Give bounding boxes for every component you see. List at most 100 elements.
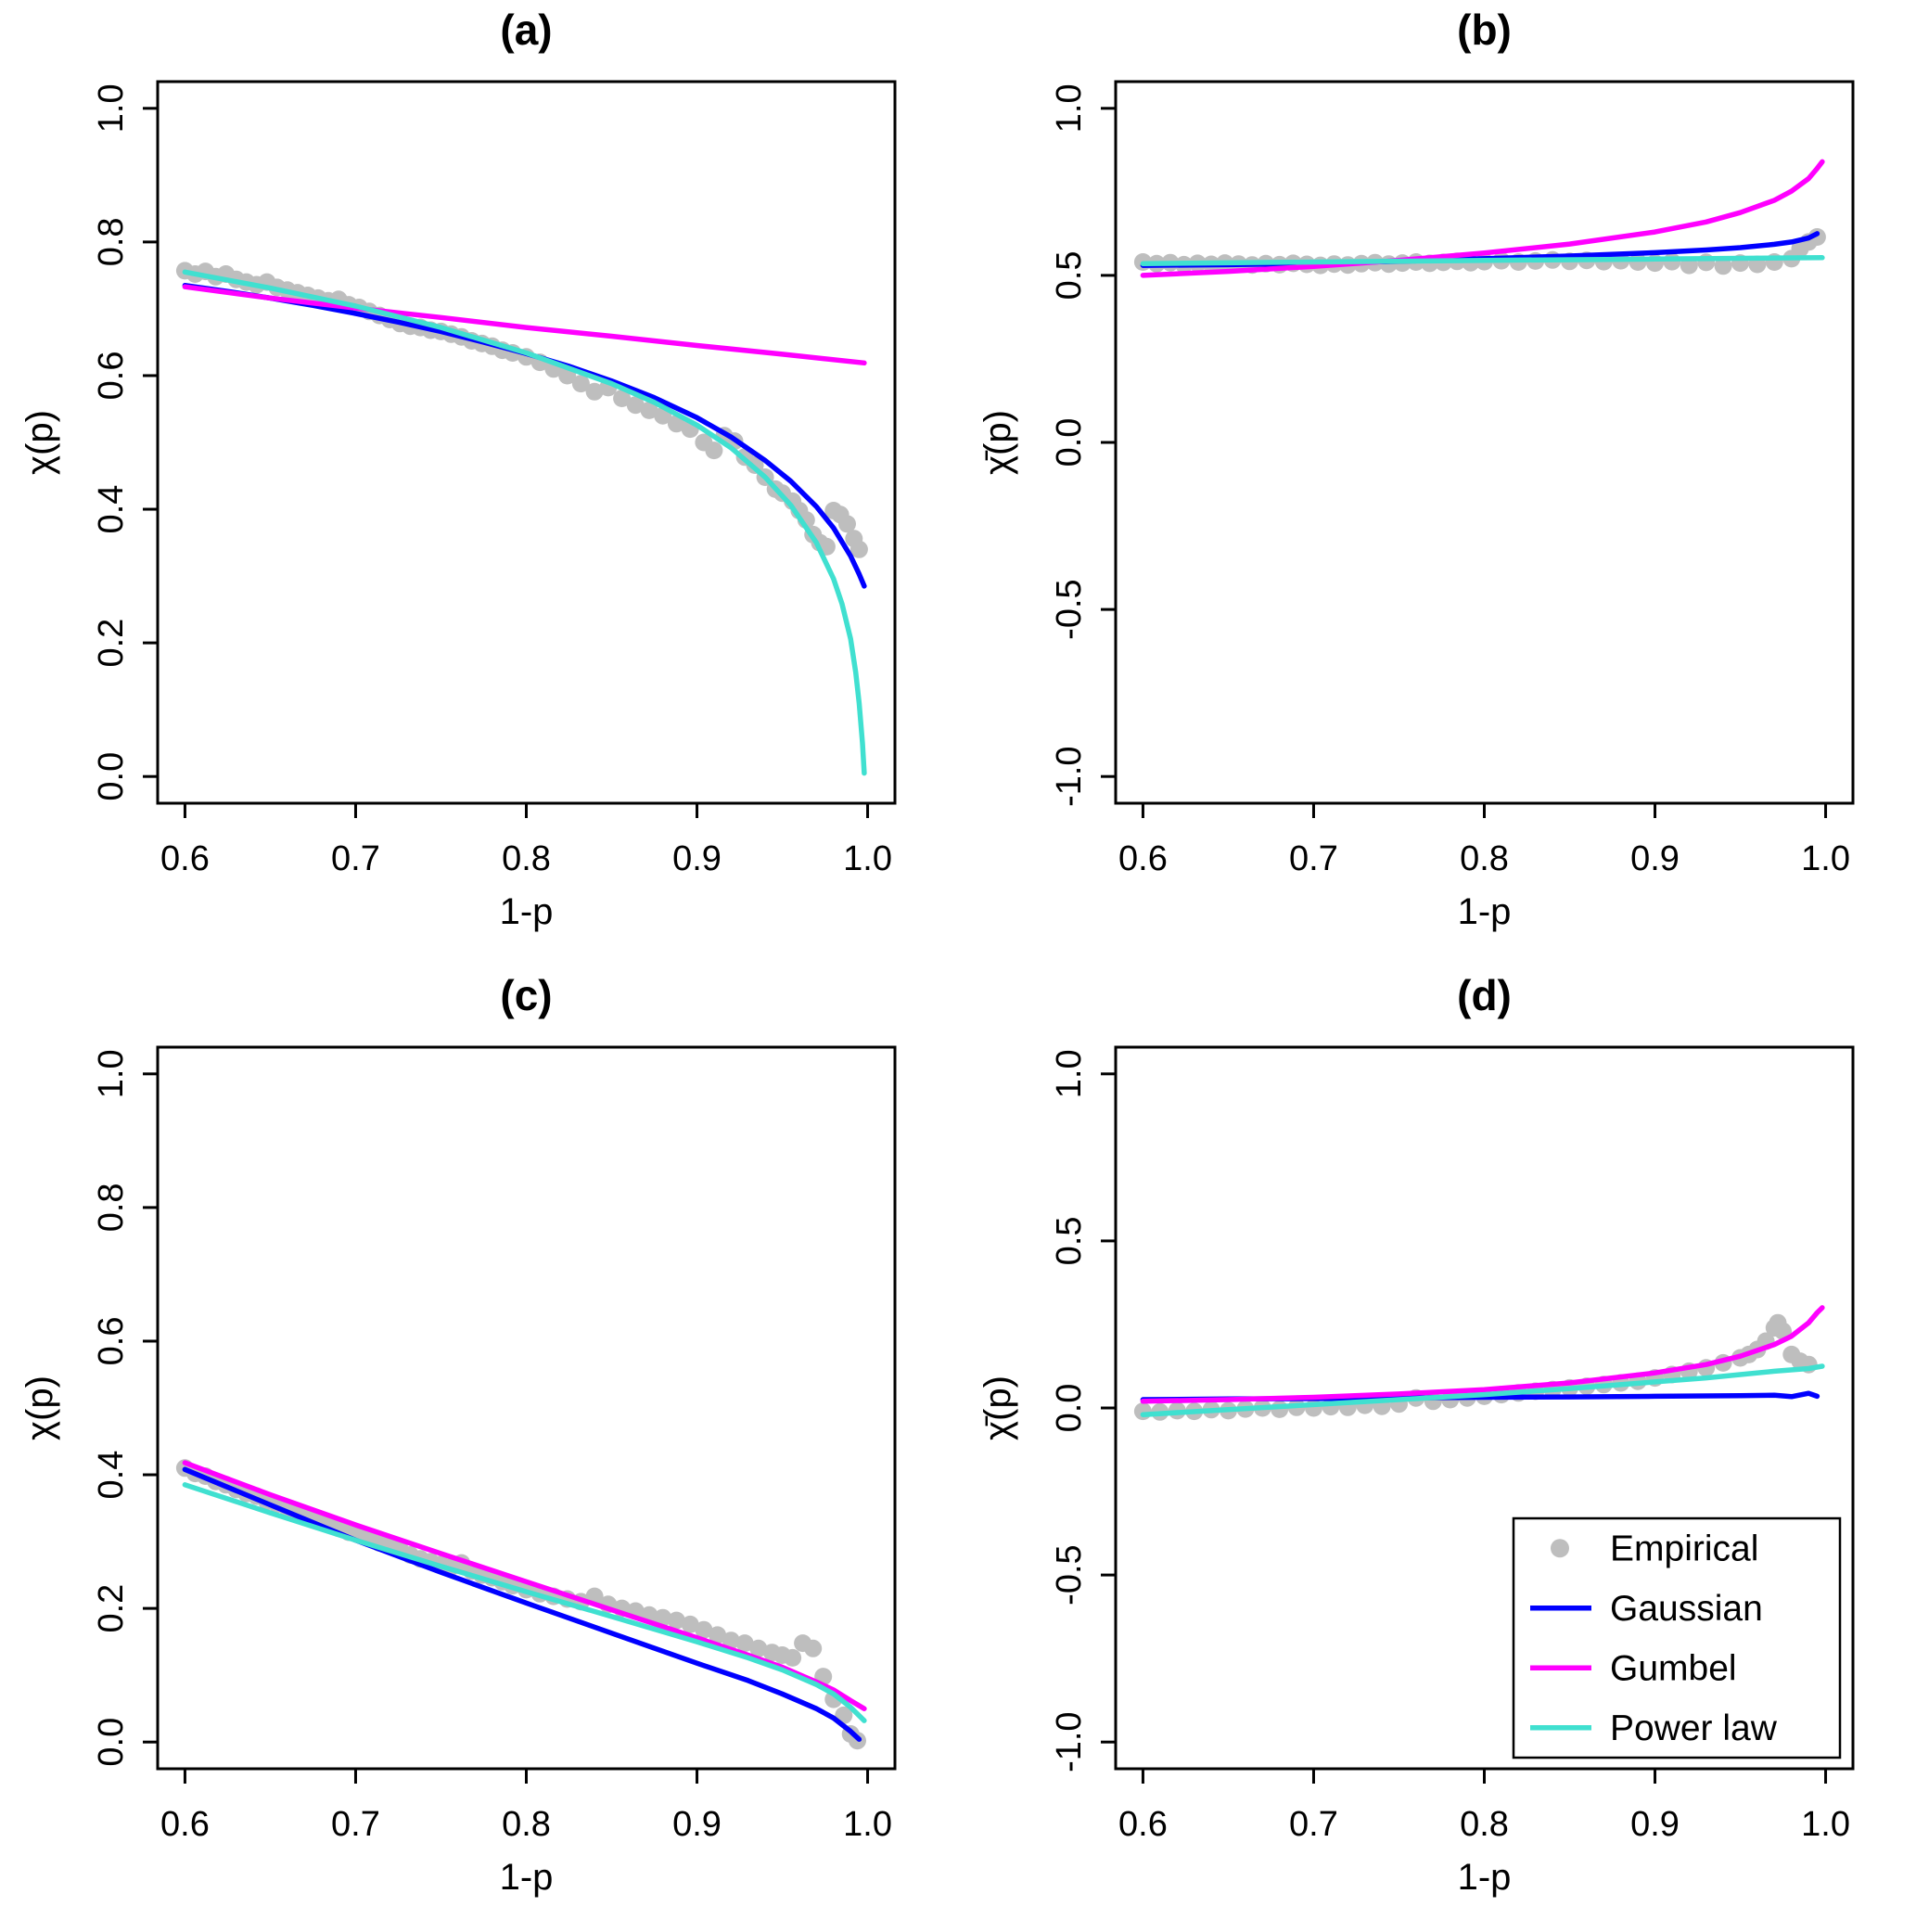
x-tick-label: 0.8 xyxy=(1460,839,1509,878)
empirical-point xyxy=(1807,228,1826,246)
legend-label: Gumbel xyxy=(1610,1648,1737,1688)
empirical-point xyxy=(613,390,632,407)
empirical-point xyxy=(749,1639,768,1657)
panel-a-chart: (a) 0.6 0.7 0.8 0.9 1.0 0.0 0.2 0.4 0.6 0.8 1.0 1-p χ… xyxy=(19,6,897,932)
y-axis-label: χ(p) xyxy=(19,1375,60,1440)
empirical-point xyxy=(1714,257,1732,275)
x-tick-label: 1.0 xyxy=(1801,1805,1850,1844)
y-tick-label: 1.0 xyxy=(92,1049,131,1098)
empirical-point xyxy=(1133,1402,1152,1421)
plot-box xyxy=(156,1045,897,1771)
empirical-point xyxy=(1663,252,1681,271)
gaussian-curve xyxy=(182,1466,862,1743)
y-tick-label: 0.5 xyxy=(1050,250,1089,300)
y-tick-label: 0.2 xyxy=(92,619,131,668)
y-tick-label: 0.0 xyxy=(92,752,131,801)
y-tick-label: 0.6 xyxy=(92,352,131,401)
x-tick-label: 0.8 xyxy=(1460,1805,1509,1844)
y-axis-label: χ̄(p) xyxy=(977,410,1018,475)
gaussian-curve xyxy=(182,282,867,589)
y-tick-label: 0.0 xyxy=(1050,1384,1089,1433)
y-tick-label: 0.2 xyxy=(92,1584,131,1633)
legend-label: Empirical xyxy=(1610,1529,1758,1568)
plot-box xyxy=(1114,80,1855,805)
x-tick-label: 0.7 xyxy=(1289,1805,1338,1844)
empirical-point xyxy=(654,1608,672,1627)
y-tick-label: -1.0 xyxy=(1050,746,1089,806)
y-tick-label: -1.0 xyxy=(1050,1711,1089,1772)
gumbel-curve xyxy=(182,284,867,366)
panel-b-chart: (b) 0.6 0.7 0.8 0.9 1.0 -1.0 -0.5 0.0 0.5 1.0 1-p χ̄… xyxy=(977,6,1855,932)
empirical-point xyxy=(849,540,868,558)
empirical-point xyxy=(709,1626,727,1644)
empirical-point xyxy=(838,515,856,533)
x-tick-label: 0.6 xyxy=(160,1805,210,1844)
y-tick-label: 0.8 xyxy=(92,1183,131,1232)
plot-box xyxy=(156,80,897,805)
y-axis-label: χ(p) xyxy=(19,410,60,475)
x-tick-label: 0.6 xyxy=(160,839,210,878)
x-tick-label: 0.9 xyxy=(672,839,722,878)
x-tick-label: 0.8 xyxy=(502,839,551,878)
gumbel-curve xyxy=(182,1460,867,1711)
x-tick-label: 1.0 xyxy=(843,1805,892,1844)
x-axis-label: 1-p xyxy=(500,891,554,932)
y-tick-label: 0.0 xyxy=(92,1718,131,1767)
legend-empirical-symbol xyxy=(1551,1539,1569,1558)
legend-label: Gaussian xyxy=(1610,1589,1763,1629)
x-tick-label: 0.7 xyxy=(331,839,380,878)
panel-d-chart: (d) 0.6 0.7 0.8 0.9 1.0 -1.0 -0.5 0.0 0.5 1.0 1-p χ̄… xyxy=(977,971,1855,1898)
x-tick-label: 0.6 xyxy=(1118,839,1168,878)
panel-title: (a) xyxy=(500,6,552,54)
panel-title: (c) xyxy=(500,971,552,1019)
empirical-point xyxy=(735,1634,754,1653)
power-law-curve xyxy=(182,269,867,776)
empirical-point xyxy=(571,375,590,393)
panel-title: (d) xyxy=(1457,971,1512,1019)
y-tick-label: 1.0 xyxy=(1050,83,1089,133)
y-tick-label: 0.6 xyxy=(92,1317,131,1366)
y-axis-label: χ̄(p) xyxy=(977,1375,1018,1440)
y-tick-label: -0.5 xyxy=(1050,1544,1089,1605)
power-law-curve xyxy=(1140,1363,1825,1417)
x-tick-label: 1.0 xyxy=(843,839,892,878)
plot-box xyxy=(1114,1045,1855,1771)
power-law-curve xyxy=(182,1482,867,1723)
panel-title: (b) xyxy=(1457,6,1512,54)
empirical-point xyxy=(804,1639,823,1657)
y-tick-label: 0.4 xyxy=(92,485,131,534)
x-axis-label: 1-p xyxy=(1458,891,1512,932)
empirical-point xyxy=(626,396,645,415)
x-tick-label: 0.9 xyxy=(1630,1805,1680,1844)
y-tick-label: 0.5 xyxy=(1050,1216,1089,1265)
legend-box xyxy=(1512,1516,1842,1759)
gumbel-curve xyxy=(1140,159,1825,278)
x-tick-label: 0.6 xyxy=(1118,1805,1168,1844)
gumbel-curve xyxy=(1140,1305,1825,1404)
power-law-curve xyxy=(1140,255,1825,267)
x-axis-label: 1-p xyxy=(1458,1857,1512,1898)
y-tick-label: -0.5 xyxy=(1050,579,1089,639)
empirical-point xyxy=(722,1631,740,1650)
x-tick-label: 0.9 xyxy=(672,1805,722,1844)
x-tick-label: 0.9 xyxy=(1630,839,1680,878)
legend-label: Power law xyxy=(1610,1708,1778,1748)
empirical-point xyxy=(784,1648,802,1667)
empirical-point xyxy=(695,1620,713,1639)
y-tick-label: 0.4 xyxy=(92,1451,131,1500)
x-axis-label: 1-p xyxy=(500,1857,554,1898)
y-tick-label: 1.0 xyxy=(92,83,131,133)
empirical-point xyxy=(705,441,723,460)
x-tick-label: 1.0 xyxy=(1801,839,1850,878)
empirical-point xyxy=(667,1611,685,1630)
panel-c-chart: (c) 0.6 0.7 0.8 0.9 1.0 0.0 0.2 0.4 0.6 0.8 1.0 1-p χ… xyxy=(19,971,897,1898)
x-tick-label: 0.8 xyxy=(502,1805,551,1844)
empirical-point xyxy=(681,1615,699,1633)
y-tick-label: 0.8 xyxy=(92,217,131,266)
empirical-point xyxy=(585,382,604,401)
x-tick-label: 0.7 xyxy=(1289,839,1338,878)
y-tick-label: 0.0 xyxy=(1050,418,1089,467)
y-tick-label: 1.0 xyxy=(1050,1049,1089,1098)
x-tick-label: 0.7 xyxy=(331,1805,380,1844)
